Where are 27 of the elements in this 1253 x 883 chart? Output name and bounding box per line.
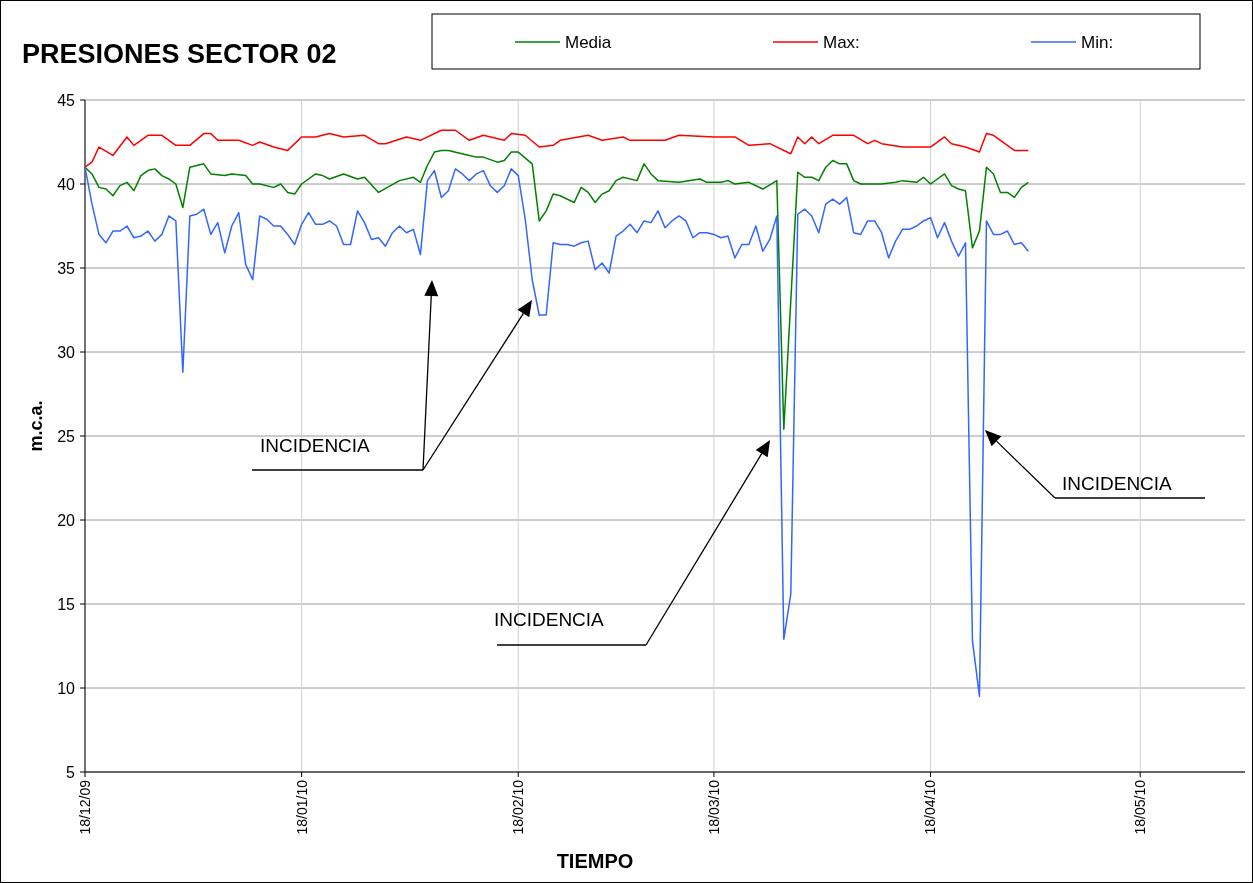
x-axis-title: TIEMPO (556, 850, 634, 872)
x-tick-label: 18/04/10 (922, 779, 939, 835)
x-tick-label: 18/03/10 (705, 779, 722, 835)
y-tick-label: 10 (57, 679, 76, 697)
y-tick-label: 25 (57, 427, 76, 445)
y-tick-label: 40 (57, 175, 76, 193)
chart-title: PRESIONES SECTOR 02 (22, 39, 337, 69)
annotation: INCIDENCIA (260, 435, 371, 456)
line-series (84, 129, 1030, 168)
y-tick-label: 20 (57, 511, 76, 529)
y-tick-label: 5 (66, 763, 76, 781)
legend-label: Max: (823, 33, 860, 52)
legend-label: Media (565, 33, 612, 52)
x-tick-label: 18/12/09 (76, 779, 93, 835)
annotation: INCIDENCIA (1062, 473, 1173, 494)
y-tick-label: 45 (57, 91, 76, 109)
line-series (84, 149, 1030, 431)
line-series (84, 166, 1030, 698)
y-axis-title: m.c.a. (26, 400, 46, 452)
annotation: INCIDENCIA (494, 609, 605, 630)
y-tick-label: 30 (57, 343, 76, 361)
x-tick-label: 18/02/10 (510, 779, 527, 835)
legend-label: Min: (1081, 33, 1114, 52)
x-tick-label: 18/05/10 (1132, 779, 1149, 835)
x-tick-label: 18/01/10 (293, 779, 310, 835)
y-tick-label: 15 (57, 595, 76, 613)
y-tick-label: 35 (57, 259, 76, 277)
